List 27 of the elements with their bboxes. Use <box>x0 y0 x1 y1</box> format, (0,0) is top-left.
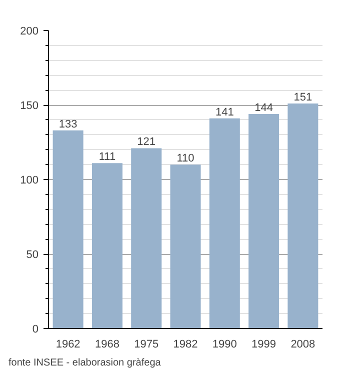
bar <box>170 164 201 328</box>
x-tick-label: 1968 <box>94 338 120 350</box>
bar <box>288 104 318 328</box>
bar <box>248 114 280 328</box>
x-tick-label: 1975 <box>134 338 159 350</box>
x-tick-label: 1962 <box>56 338 80 350</box>
x-tick-label: 1990 <box>212 338 237 350</box>
y-tick-label: 100 <box>20 174 39 186</box>
data-label: 144 <box>254 102 273 114</box>
y-tick-label: 150 <box>20 100 39 112</box>
data-label: 111 <box>98 151 116 164</box>
bar <box>209 118 240 328</box>
y-tick-label: 200 <box>20 26 39 38</box>
data-label: 121 <box>137 136 156 148</box>
bar <box>92 163 122 328</box>
x-tick-label: 2008 <box>290 338 316 350</box>
bar <box>52 130 84 328</box>
data-label: 141 <box>215 106 234 118</box>
y-tick-label: 50 <box>26 249 39 261</box>
x-tick-label: 1982 <box>173 338 198 350</box>
data-label: 110 <box>176 152 194 165</box>
source-note: fonte INSEE - elaborasion gràfega <box>8 358 162 368</box>
data-label: 151 <box>294 92 312 104</box>
data-label: 133 <box>58 118 78 130</box>
x-tick-label: 1999 <box>252 338 276 350</box>
y-tick-label: 0 <box>32 324 39 336</box>
bar <box>131 148 162 328</box>
